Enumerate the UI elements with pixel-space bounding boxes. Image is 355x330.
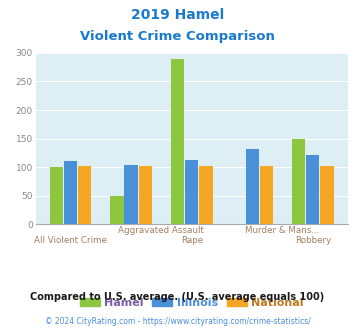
Bar [171,58,184,224]
Bar [246,149,259,224]
Bar [199,166,213,224]
Text: © 2024 CityRating.com - https://www.cityrating.com/crime-statistics/: © 2024 CityRating.com - https://www.city… [45,317,310,326]
Bar [64,161,77,224]
Bar [292,139,305,224]
Bar [306,155,320,224]
Text: Murder & Mans...: Murder & Mans... [245,226,320,235]
Bar [260,166,273,224]
Text: Violent Crime Comparison: Violent Crime Comparison [80,30,275,43]
Bar [139,166,152,224]
Text: 2019 Hamel: 2019 Hamel [131,8,224,22]
Bar [185,160,198,224]
Text: Rape: Rape [181,236,203,245]
Bar [320,166,334,224]
Text: All Violent Crime: All Violent Crime [34,236,107,245]
Text: Compared to U.S. average. (U.S. average equals 100): Compared to U.S. average. (U.S. average … [31,292,324,302]
Bar [110,196,124,224]
Bar [78,166,92,224]
Bar [50,167,63,224]
Bar [125,165,138,224]
Text: Robbery: Robbery [295,236,331,245]
Text: Aggravated Assault: Aggravated Assault [119,226,204,235]
Legend: Hamel, Illinois, National: Hamel, Illinois, National [80,298,304,308]
